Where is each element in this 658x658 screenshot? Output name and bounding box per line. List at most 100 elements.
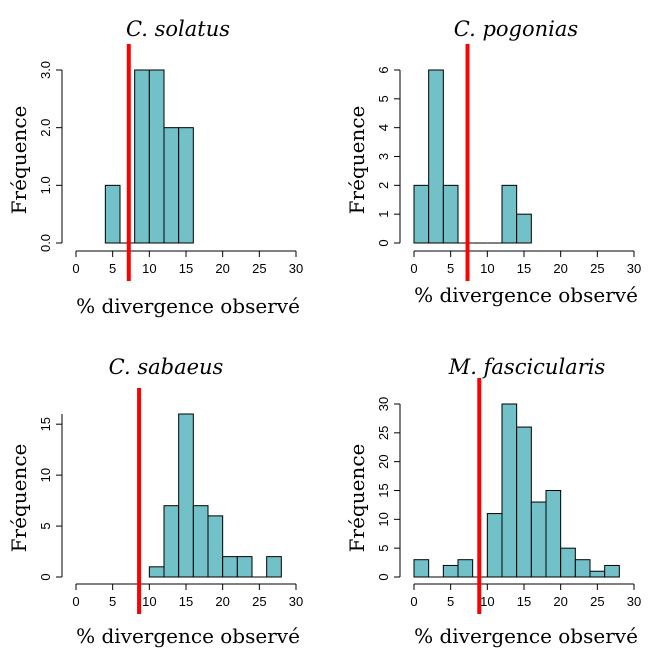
y-tick-label: 2.0: [38, 119, 53, 137]
y-tick-label: 0.0: [38, 234, 53, 252]
x-tick-label: 20: [553, 261, 567, 276]
x-tick-label: 0: [72, 261, 79, 276]
panel-c-solatus: C. solatus % divergence observé Fréquenc…: [7, 17, 303, 318]
panel-title: C. sabaeus: [109, 355, 224, 379]
panel-title: M. fascicularis: [448, 355, 606, 379]
y-tick-label: 5: [376, 95, 391, 102]
y-tick-label: 5: [38, 522, 53, 529]
histogram-bar: [604, 564, 620, 578]
plot-area: 0 5 10 15 20 25 30 0 1 2 3 4 5 6: [376, 44, 641, 281]
histogram-bar: [442, 184, 459, 244]
x-tick-label: 30: [627, 594, 641, 609]
y-axis-label: Fréquence: [7, 444, 31, 553]
y-tick-label: 1.0: [38, 176, 53, 194]
y-tick-label: 3.0: [38, 61, 53, 79]
y-tick-label: 20: [376, 454, 391, 468]
y-tick-label: 0: [38, 573, 53, 580]
y-tick-label: 15: [376, 483, 391, 497]
y-tick-label: 5: [376, 545, 391, 552]
x-tick-label: 10: [142, 594, 156, 609]
x-axis-label: % divergence observé: [76, 294, 300, 318]
y-tick-label: 15: [38, 417, 53, 431]
panel-c-sabaeus: C. sabaeus % divergence observé Fréquenc…: [7, 355, 303, 648]
x-tick-label: 30: [289, 594, 303, 609]
histogram-bar: [207, 515, 224, 578]
histogram-bar: [560, 547, 576, 578]
histogram-bar: [516, 213, 532, 244]
histogram-bar: [104, 184, 121, 244]
panel-title: C. solatus: [126, 17, 230, 41]
x-tick-label: 30: [289, 261, 303, 276]
x-tick-label: 15: [179, 261, 193, 276]
panel-c-pogonias: C. pogonias % divergence observé Fréquen…: [345, 17, 641, 307]
panel-title: C. pogonias: [454, 17, 579, 41]
histogram-bar: [178, 413, 194, 578]
histogram-bar: [589, 570, 606, 578]
x-tick-label: 25: [252, 594, 266, 609]
histogram-bar: [486, 513, 503, 578]
x-tick-label: 5: [447, 261, 454, 276]
y-axis-label: Fréquence: [345, 106, 369, 215]
y-axis-label: Fréquence: [345, 444, 369, 553]
x-tick-label: 5: [447, 594, 454, 609]
x-tick-label: 10: [480, 261, 494, 276]
histogram-bar: [222, 556, 238, 578]
plot-area: 0 5 10 15 20 25 30 0 5 10 15 20 25 30: [376, 378, 641, 614]
x-tick-label: 20: [215, 594, 229, 609]
histogram-bar: [428, 69, 444, 244]
y-tick-label: 25: [376, 426, 391, 440]
histogram-bar: [163, 505, 180, 578]
x-tick-label: 20: [215, 261, 229, 276]
histogram-bar: [574, 559, 591, 578]
y-tick-label: 30: [376, 397, 391, 411]
histogram-bar: [413, 184, 430, 244]
histogram-bar: [266, 556, 282, 578]
histogram-bar: [236, 556, 253, 578]
y-tick-label: 0: [376, 573, 391, 580]
y-tick-label: 2: [376, 182, 391, 189]
histogram-bar: [545, 490, 562, 578]
x-tick-label: 5: [109, 594, 116, 609]
histogram-bar: [148, 566, 165, 578]
y-tick-label: 1: [376, 211, 391, 218]
y-tick-label: 4: [376, 124, 391, 131]
x-axis-label: % divergence observé: [414, 283, 638, 307]
histogram-bar: [192, 505, 209, 578]
y-tick-label: 10: [38, 468, 53, 482]
x-tick-label: 10: [480, 594, 494, 609]
histogram-bar: [148, 69, 165, 244]
plot-area: 0 5 10 15 20 25 30 0.0 1.0 2.0 3.0: [38, 44, 303, 281]
y-tick-label: 3: [376, 153, 391, 160]
histogram-bar: [501, 184, 518, 244]
histogram-bar: [442, 564, 459, 578]
histogram-bar: [134, 69, 150, 244]
x-axis-label: % divergence observé: [414, 624, 638, 648]
histogram-bar: [457, 559, 474, 578]
x-tick-label: 0: [72, 594, 79, 609]
histogram-bar: [501, 403, 518, 578]
x-tick-label: 25: [590, 594, 604, 609]
y-tick-label: 10: [376, 512, 391, 526]
y-axis-label: Fréquence: [7, 106, 31, 215]
x-tick-label: 10: [142, 261, 156, 276]
y-tick-label: 6: [376, 66, 391, 73]
histogram-bar: [163, 127, 180, 244]
panel-m-fascicularis: M. fascicularis % divergence observé Fré…: [345, 355, 641, 648]
x-tick-label: 0: [410, 594, 417, 609]
x-tick-label: 15: [179, 594, 193, 609]
x-tick-label: 5: [109, 261, 116, 276]
histogram-bar: [413, 559, 430, 578]
plot-area: 0 5 10 15 20 25 30 0 5 10 15: [38, 388, 303, 614]
x-tick-label: 20: [553, 594, 567, 609]
x-tick-label: 25: [252, 261, 266, 276]
histogram-bar: [516, 426, 532, 578]
histogram-bar: [178, 127, 194, 244]
x-tick-label: 15: [517, 261, 531, 276]
x-tick-label: 25: [590, 261, 604, 276]
x-tick-label: 15: [517, 594, 531, 609]
x-tick-label: 0: [410, 261, 417, 276]
y-tick-label: 0: [376, 239, 391, 246]
x-axis-label: % divergence observé: [76, 624, 300, 648]
histogram-bar: [530, 501, 547, 578]
